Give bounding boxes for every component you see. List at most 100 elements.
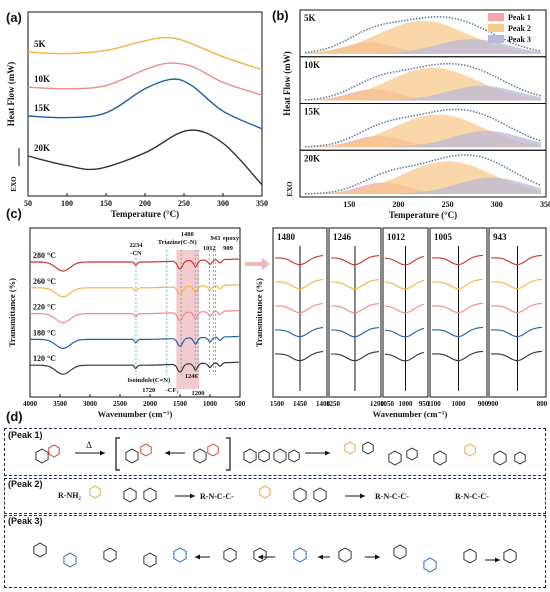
- panel-c-zoom-series: [274, 327, 324, 338]
- panel-c-tick-label: 1000: [203, 400, 218, 408]
- peak2-scheme-box: [4, 478, 546, 514]
- panel-c-zoom-series: [331, 327, 380, 338]
- panel-c-zoom-series: [384, 351, 425, 362]
- panel-c-annotation: 1246: [185, 373, 199, 380]
- panel-c-annotation: 1720: [142, 387, 155, 394]
- panel-c-zoom-series: [384, 279, 425, 290]
- panel-c-zoom-frame: [429, 227, 488, 398]
- panel-b-legend-label: Peak 1: [508, 13, 531, 22]
- scheme-ring: [514, 451, 526, 465]
- panel-b-peak-area: [304, 177, 542, 194]
- scheme-arrowhead: [495, 557, 500, 563]
- panel-b-envelope: [304, 108, 542, 148]
- scheme-ring: [259, 485, 271, 499]
- peak3-label: (Peak 3): [8, 516, 43, 526]
- scheme-arrowhead: [375, 554, 380, 560]
- panel-a-series-5k: [27, 36, 263, 71]
- panel-c-frame: [29, 227, 241, 398]
- panel-b-legend-swatch: [488, 24, 504, 32]
- scheme-ring: [362, 441, 374, 455]
- panel-c-zoom-series: [384, 255, 425, 266]
- panel-b-legend-swatch: [488, 13, 504, 21]
- scheme-ring: [313, 487, 327, 503]
- scheme-arrowhead: [258, 554, 263, 560]
- panel-c-series: [30, 310, 239, 324]
- panel-a-series-label: 20K: [34, 143, 50, 153]
- panel-c-zoom-series: [491, 350, 543, 362]
- panel-c-zoom-tick-label: 1000: [399, 400, 414, 408]
- panel-c-tick-label: 500: [235, 400, 246, 408]
- panel-a-tick-label: 100: [61, 199, 73, 208]
- scheme-ring: [223, 547, 237, 563]
- panel-c-tick-label: 3000: [83, 400, 98, 408]
- panel-a-xlabel: Temperature (°C): [111, 209, 179, 219]
- panel-b-subplot-label: 15K: [304, 107, 320, 117]
- scheme-ring: [143, 552, 157, 568]
- panel-c-label: (c): [6, 206, 22, 221]
- panel-c-zoom-series: [490, 302, 543, 314]
- panel-c-zoom-tick-label: 900: [488, 400, 499, 408]
- panel-c-annotation: 1480: [181, 231, 194, 238]
- panel-c-zoom-series: [432, 254, 484, 266]
- panel-a-series-20k: [27, 129, 263, 186]
- panel-b-envelope: [304, 62, 542, 101]
- panel-c-zoom-series: [274, 279, 324, 290]
- panel-c-zoom-series: [274, 255, 324, 266]
- scheme-ring: [258, 449, 270, 463]
- panel-c-highlight: [176, 250, 200, 389]
- panel-c-zoom-series: [274, 303, 324, 314]
- panel-c-annotation: 943: [211, 235, 222, 242]
- panel-c-zoom-tick-label: 1500: [270, 400, 285, 408]
- panel-c-annotation: 909: [223, 245, 234, 252]
- scheme-ring: [393, 544, 407, 560]
- panel-a-tick-label: 50: [24, 199, 32, 208]
- panel-b-subplot-label: 20K: [304, 153, 320, 163]
- panel-a-tick-label: 300: [217, 199, 229, 208]
- panel-b-xlabel: Temperature (°C): [389, 210, 457, 220]
- panel-b-legend-label: Peak 3: [508, 35, 531, 44]
- panel-c-zoom-tick-label: 1100: [427, 400, 441, 408]
- panel-b-exo: EXO: [286, 181, 294, 197]
- panel-a-series-label: 10K: [34, 74, 50, 84]
- peak2-product-1: R-N-C-C-: [200, 492, 234, 501]
- peak2-amine: R-NH₂: [58, 491, 81, 500]
- panel-c-zoom-tick-label: 1250: [326, 400, 341, 408]
- panel-c-zoom-arrow: [245, 258, 270, 270]
- panel-c-zoom-tick-label: 1400: [316, 400, 331, 408]
- scheme-ring: [433, 450, 447, 466]
- panel-a-series-10k: [27, 62, 263, 96]
- panel-c-annotation: 2234: [129, 242, 143, 249]
- panel-a-tick-label: 200: [139, 199, 151, 208]
- panel-b-tick-label: 150: [343, 200, 355, 209]
- panel-c-zoom-tick-label: 800: [537, 400, 548, 408]
- scheme-ring: [63, 552, 77, 568]
- peak1-bracket-right: [226, 437, 231, 471]
- panel-c-zoom-series: [432, 350, 484, 362]
- scheme-ring: [293, 487, 307, 503]
- panel-b-tick-label: 300: [491, 200, 503, 209]
- panel-c-tick-label: 1500: [173, 400, 188, 408]
- scheme-ring: [273, 448, 287, 464]
- panel-a-series-15k: [27, 78, 263, 130]
- panel-c-zoom-series: [432, 278, 484, 290]
- scheme-ring: [463, 548, 477, 564]
- panel-b-ylabel: Heat Flow (mW): [282, 51, 292, 115]
- scheme-ring: [288, 449, 300, 463]
- panel-c-series-label: 120 °C: [33, 354, 56, 363]
- panel-a-label: (a): [6, 10, 22, 25]
- panel-c-annotation: Triazine(C-N): [158, 239, 197, 246]
- scheme-arrowhead: [100, 450, 105, 456]
- panel-c-zoom-label: 943: [493, 232, 507, 242]
- panel-b-peak-area: [304, 39, 542, 54]
- panel-b-legend-swatch: [488, 35, 504, 43]
- peak1-delta: Δ: [86, 440, 92, 450]
- scheme-ring: [493, 450, 507, 466]
- panel-a-exo: EXO: [10, 176, 18, 192]
- panel-c-series-label: 260 °C: [33, 277, 56, 286]
- panel-a-tick-label: 250: [178, 199, 190, 208]
- scheme-ring: [140, 443, 152, 457]
- panel-c-zoom-tick-label: 1000: [452, 400, 467, 408]
- scheme-ring: [207, 443, 219, 457]
- scheme-ring: [89, 485, 101, 499]
